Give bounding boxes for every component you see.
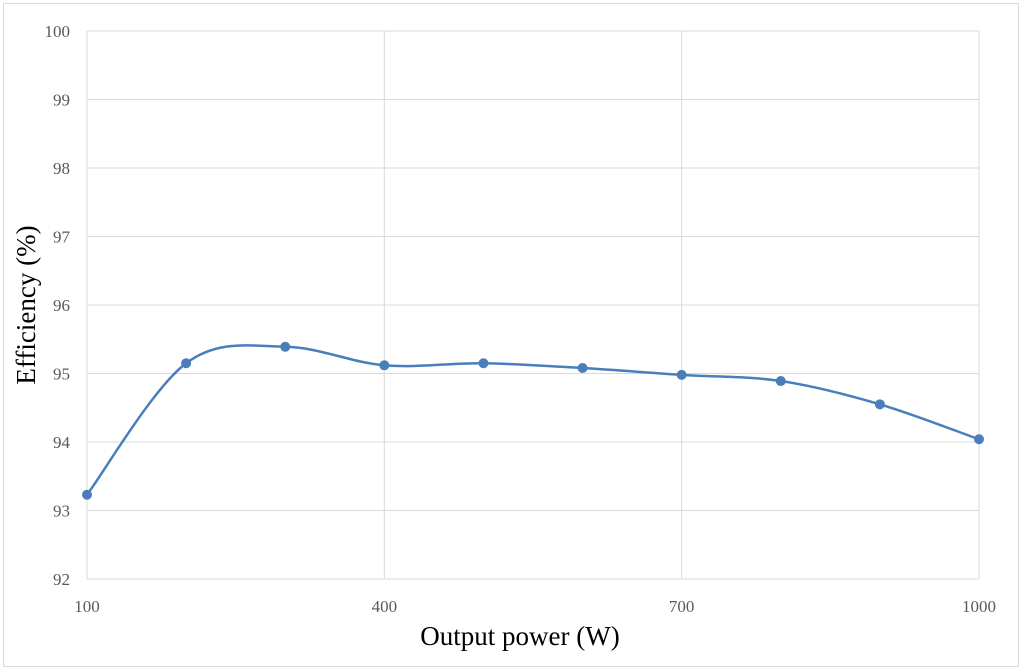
y-axis-title: Efficiency (%) [11, 225, 41, 384]
y-tick-label: 96 [53, 296, 70, 315]
y-tick-label: 99 [53, 91, 70, 110]
y-tick-label: 95 [53, 365, 70, 384]
x-tick-label: 700 [669, 597, 695, 616]
data-point [478, 358, 489, 369]
x-tick-label: 400 [372, 597, 398, 616]
tick-labels: 92 93 94 95 96 97 98 99 100 100 400 700 1000 [45, 22, 997, 616]
y-tick-label: 94 [53, 433, 71, 452]
data-point [577, 363, 588, 374]
data-point [974, 434, 984, 445]
x-tick-label: 1000 [962, 597, 996, 616]
y-tick-label: 92 [53, 570, 70, 589]
y-tick-label: 93 [53, 502, 70, 521]
series-line [86, 344, 980, 496]
grid [86, 30, 980, 580]
data-points [82, 341, 984, 500]
data-point [82, 489, 92, 500]
data-point [280, 341, 291, 352]
data-point [379, 360, 390, 371]
x-axis-title: Output power (W) [420, 621, 619, 651]
x-tick-label: 100 [74, 597, 100, 616]
y-tick-label: 100 [45, 22, 71, 41]
data-point [775, 376, 786, 387]
data-point [874, 399, 885, 410]
data-point [676, 369, 687, 380]
y-tick-label: 97 [53, 228, 71, 247]
y-tick-label: 98 [53, 159, 70, 178]
chart-frame [3, 3, 1019, 667]
data-point [181, 358, 192, 369]
